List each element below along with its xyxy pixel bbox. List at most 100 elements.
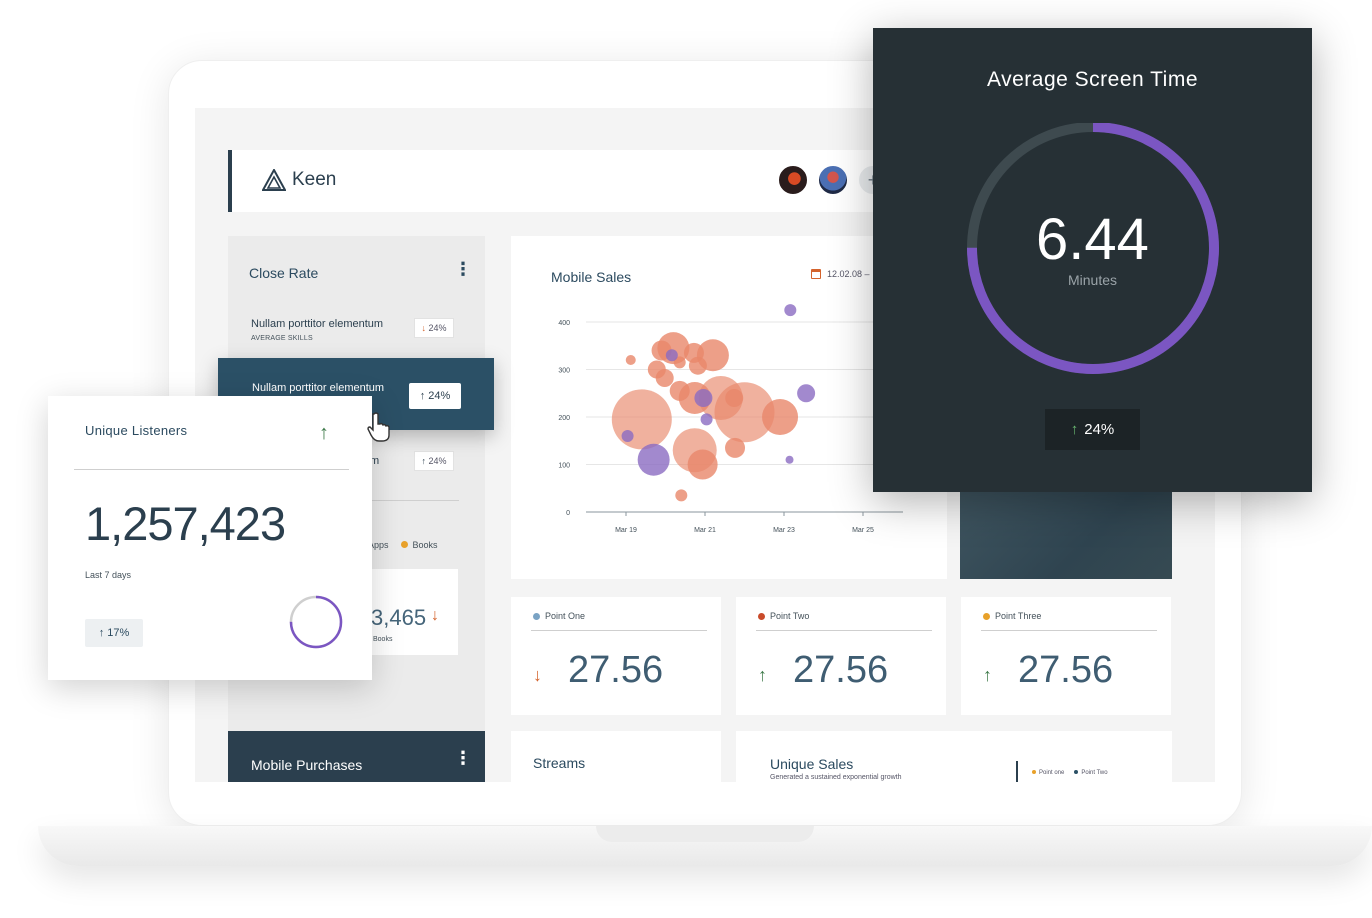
legend-dot-icon xyxy=(1032,770,1036,774)
divider xyxy=(531,630,707,631)
keen-logo-icon xyxy=(262,169,286,191)
arrow-down-icon: ↓ xyxy=(421,323,426,333)
bubble-point[interactable] xyxy=(785,455,794,464)
point-value: 27.56 xyxy=(793,649,889,691)
bubble-point[interactable] xyxy=(696,339,729,372)
divider xyxy=(756,630,932,631)
laptop-notch xyxy=(596,826,814,842)
x-tick-label: Mar 23 xyxy=(773,527,795,534)
date-range: 12.02.08 – xyxy=(827,269,870,279)
bubble-point[interactable] xyxy=(784,304,797,317)
list-item-subtitle: AVERAGE SKILLS xyxy=(251,335,313,342)
y-tick-label: 200 xyxy=(558,415,570,422)
change-badge: ↓ 24% xyxy=(414,318,454,338)
bubble-point[interactable] xyxy=(694,389,713,407)
listeners-count: 1,257,423 xyxy=(85,497,286,550)
list-item-title: Nullam porttitor elementum xyxy=(252,382,385,394)
bubble-point[interactable] xyxy=(687,449,718,480)
date-picker[interactable]: 12.02.08 – xyxy=(811,269,870,279)
panel-title: Close Rate xyxy=(249,265,319,281)
listeners-ring-chart xyxy=(289,595,343,649)
unique-sales-card: Unique Sales Generated a sustained expon… xyxy=(736,731,1172,782)
bubble-point[interactable] xyxy=(797,384,816,403)
avatar[interactable] xyxy=(817,164,849,196)
card-title: Unique Listeners xyxy=(85,423,188,438)
screen-time-ring-chart xyxy=(967,123,1219,374)
brand-name: Keen xyxy=(292,169,337,190)
arrow-up-icon: ↑ xyxy=(98,627,105,639)
bubble-point[interactable] xyxy=(655,369,674,388)
more-options-icon[interactable]: ⋮ xyxy=(454,259,472,279)
x-tick-label: Mar 19 xyxy=(615,527,637,534)
more-options-icon[interactable]: ⋮ xyxy=(454,748,472,768)
brand-logo[interactable]: Keen xyxy=(262,169,336,191)
arrow-up-icon: ↑ xyxy=(419,390,426,402)
point-dot-icon xyxy=(533,612,540,620)
arrow-up-icon: ↑ xyxy=(319,422,329,444)
bubble-point[interactable] xyxy=(621,430,634,442)
bubble-chart: 0 100 200 300 400 Mar 19 Mar 21 Mar 23 Mar 25 xyxy=(558,304,903,534)
mobile-purchases-header[interactable]: Mobile Purchases ⋮ xyxy=(228,731,485,782)
section-title: Mobile Purchases xyxy=(251,757,363,773)
bubble-point[interactable] xyxy=(657,332,690,365)
stat-label: Books xyxy=(373,636,393,643)
legend-dot-icon xyxy=(400,541,408,548)
point-card: Point Three ↑ 27.56 xyxy=(961,597,1171,715)
bubble-point[interactable] xyxy=(675,489,688,502)
y-tick-label: 0 xyxy=(566,510,570,517)
streams-card: Streams xyxy=(511,731,721,782)
y-tick-label: 100 xyxy=(558,463,570,470)
list-item-title: Nullam porttitor elementum xyxy=(251,318,384,330)
change-badge: ↑ 24% xyxy=(409,383,461,409)
screen-time-value: 6.44 xyxy=(1036,207,1149,272)
legend-item: Point Two xyxy=(1074,770,1108,776)
bubble-point[interactable] xyxy=(611,389,672,450)
image-card xyxy=(960,488,1172,579)
chart-title: Mobile Sales xyxy=(551,269,632,285)
unique-listeners-card: Unique Listeners ↑ 1,257,423 Last 7 days… xyxy=(48,396,372,680)
bubble-point[interactable] xyxy=(637,443,670,476)
arrow-up-icon: ↑ xyxy=(421,456,426,466)
x-tick-label: Mar 25 xyxy=(852,527,874,534)
change-badge: ↑ 24% xyxy=(1045,409,1140,450)
bubble-point[interactable] xyxy=(665,349,678,362)
legend-item: Apps xyxy=(368,540,389,550)
bubble-point[interactable] xyxy=(673,356,686,369)
section-subtitle: Generated a sustained exponential growth xyxy=(770,774,902,781)
change-badge: ↑ 24% xyxy=(414,451,454,471)
legend: Point one Point Two xyxy=(1016,761,1108,782)
point-label: Point Three xyxy=(983,611,1041,621)
calendar-icon xyxy=(811,269,821,279)
bubble-point[interactable] xyxy=(669,380,690,401)
y-tick-label: 300 xyxy=(558,368,570,375)
avatar[interactable] xyxy=(777,164,809,196)
point-value: 27.56 xyxy=(568,649,664,691)
divider xyxy=(74,469,349,470)
change-badge: ↑ 17% xyxy=(85,619,143,647)
legend-dot-icon xyxy=(1074,770,1079,774)
legend-item: Books xyxy=(400,540,438,550)
point-label: Point One xyxy=(533,611,585,621)
screen-time-unit: Minutes xyxy=(1067,272,1118,288)
hand-cursor-icon xyxy=(367,412,390,442)
bubble-point[interactable] xyxy=(700,413,713,426)
card-title: Average Screen Time xyxy=(986,68,1199,91)
arrow-down-icon: ↓ xyxy=(431,607,439,624)
divider xyxy=(981,630,1157,631)
arrow-down-icon: ↓ xyxy=(533,665,542,685)
section-title: Streams xyxy=(533,755,586,771)
average-screen-time-card: Average Screen Time 6.44 Minutes ↑ 24% xyxy=(873,28,1312,492)
arrow-up-icon: ↑ xyxy=(758,665,767,685)
bubble-point[interactable] xyxy=(762,399,799,435)
arrow-up-icon: ↑ xyxy=(983,665,992,685)
point-card: Point Two ↑ 27.56 xyxy=(736,597,946,715)
list-item-title-fragment: m xyxy=(370,455,380,467)
bubble-point[interactable] xyxy=(625,355,636,365)
x-tick-label: Mar 21 xyxy=(694,527,716,534)
stat-value: 3,465 xyxy=(371,605,427,630)
point-dot-icon xyxy=(983,612,990,620)
bubble-point[interactable] xyxy=(725,437,746,458)
bubble-point[interactable] xyxy=(725,389,744,407)
legend: Apps Books xyxy=(368,540,438,550)
